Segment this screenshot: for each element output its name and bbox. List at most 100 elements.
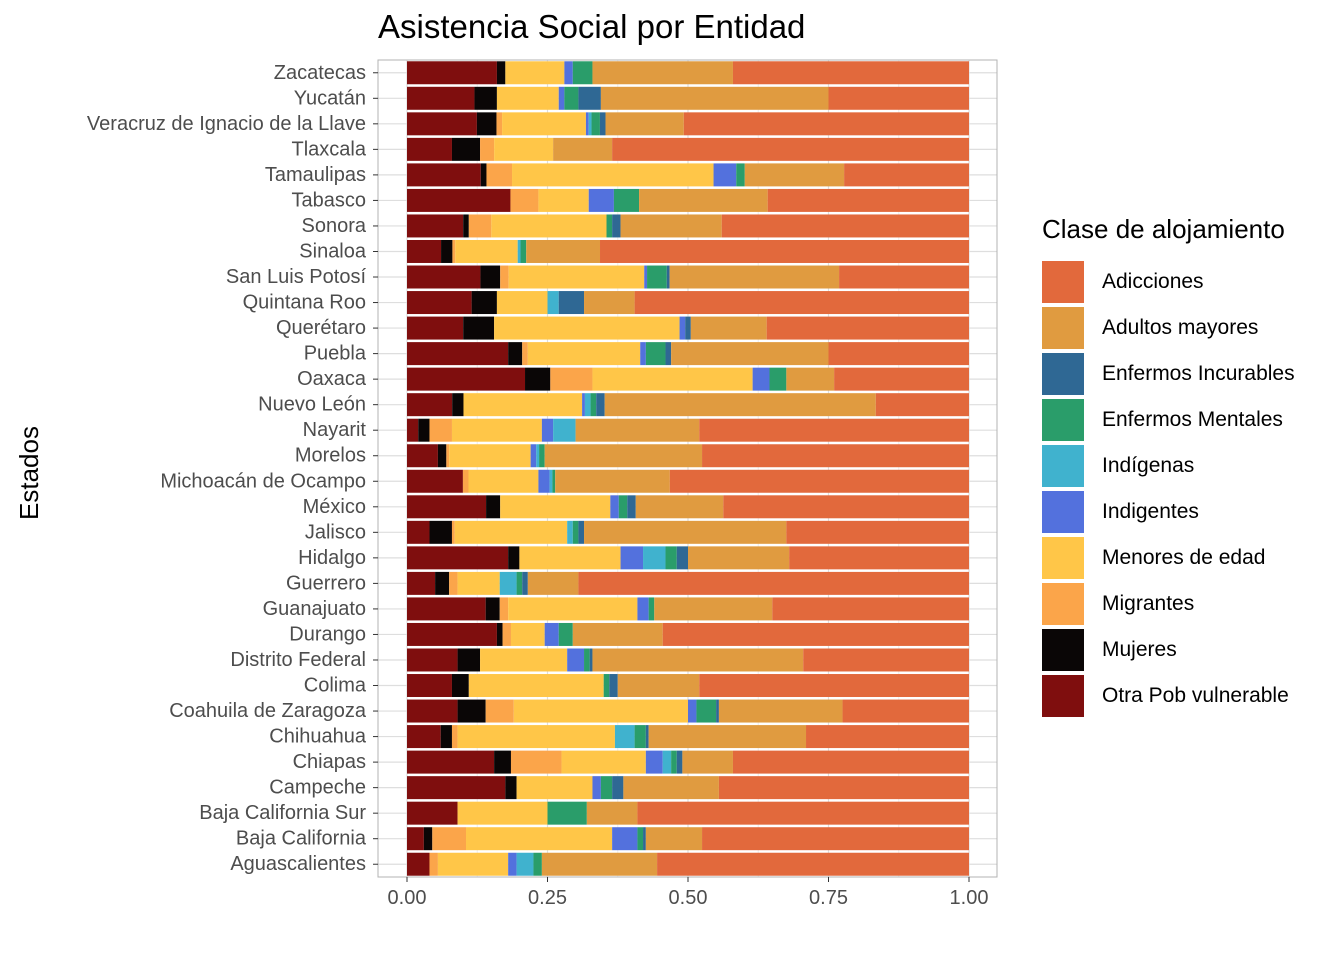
bar-segment <box>544 622 559 646</box>
bar-segment <box>567 520 573 544</box>
bar-segment <box>688 699 697 723</box>
bar-segment <box>505 776 517 800</box>
bar-segment <box>647 265 667 289</box>
bar-segment <box>407 393 453 417</box>
bar-segment <box>723 495 969 519</box>
bar-segment <box>502 622 511 646</box>
bar-segment <box>766 316 969 340</box>
bar-segment <box>671 342 829 366</box>
legend-item: Indigentes <box>1042 489 1295 535</box>
bar-segment <box>407 546 509 570</box>
bar-segment <box>539 444 545 468</box>
bar-segment <box>463 316 495 340</box>
bar-segment <box>538 188 589 212</box>
bar-segment <box>474 86 497 110</box>
bar-segment <box>407 725 441 749</box>
y-tick-label: Sonora <box>302 215 367 237</box>
bar-segment <box>572 61 593 85</box>
bar-segment <box>516 571 523 595</box>
bar-segment <box>476 112 497 136</box>
bar-segment <box>732 750 969 774</box>
bar-segment <box>494 316 680 340</box>
bar-segment <box>437 444 447 468</box>
bar-segment <box>564 61 573 85</box>
bar-segment <box>407 291 472 315</box>
y-tick-label: Veracruz de Ignacio de la Llave <box>87 113 366 135</box>
y-tick-label: Tabasco <box>292 189 367 211</box>
bar-segment <box>407 265 481 289</box>
bar-segment <box>612 776 624 800</box>
bar-segment <box>407 571 436 595</box>
bar-segment <box>648 725 807 749</box>
bar-segment <box>525 367 551 391</box>
bar-segment <box>644 265 648 289</box>
legend-swatch <box>1042 307 1084 349</box>
bar-segment <box>637 827 644 851</box>
bar-segment <box>669 469 969 493</box>
legend-swatch <box>1042 399 1084 441</box>
bar-segment <box>508 342 523 366</box>
bar-segment <box>786 367 835 391</box>
bar-segment <box>839 265 969 289</box>
bar-segment <box>533 852 542 876</box>
bar-segment <box>578 571 969 595</box>
bar-segment <box>588 112 592 136</box>
bar-segment <box>592 776 601 800</box>
legend-label: Mujeres <box>1102 638 1177 661</box>
bar-segment <box>550 367 593 391</box>
bar-segment <box>496 86 559 110</box>
bar-segment <box>772 597 969 621</box>
legend-items: Adicciones Adultos mayores Enfermos Incura… <box>1042 259 1295 719</box>
x-tick-label: 0.75 <box>809 887 848 909</box>
y-tick-label: Campeche <box>269 777 366 799</box>
legend-swatch <box>1042 261 1084 303</box>
bar-segment <box>685 316 691 340</box>
bar-segment <box>454 520 568 544</box>
y-tick-label: Baja California Sur <box>199 802 366 824</box>
y-tick-labels: Zacatecas Yucatán Veracruz de Ignacio de l… <box>87 62 378 875</box>
legend-label: Migrantes <box>1102 592 1195 615</box>
bar-segment <box>803 648 969 672</box>
bar-segment <box>407 750 495 774</box>
bar-segment <box>620 214 722 238</box>
bars-group <box>407 61 969 876</box>
bar-segment <box>567 648 585 672</box>
bar-segment <box>407 699 458 723</box>
legend-swatch <box>1042 491 1084 533</box>
bar-segment <box>842 699 969 723</box>
bar-segment <box>510 750 562 774</box>
bar-segment <box>561 750 646 774</box>
bar-segment <box>671 750 677 774</box>
legend-label: Indígenas <box>1102 454 1195 477</box>
bar-segment <box>592 367 753 391</box>
bar-segment <box>449 444 531 468</box>
y-tick-label: Tlaxcala <box>292 138 367 160</box>
y-tick-label: Aguascalientes <box>230 853 366 875</box>
bar-segment <box>536 444 540 468</box>
bar-segment <box>606 214 613 238</box>
bar-segment <box>637 597 649 621</box>
bar-segment <box>585 112 589 136</box>
legend-label: Otra Pob vulnerable <box>1102 684 1289 707</box>
bar-segment <box>553 137 613 161</box>
y-tick-label: Chihuahua <box>269 726 367 748</box>
bar-segment <box>496 622 503 646</box>
bar-segment <box>491 214 607 238</box>
bar-segment <box>600 776 613 800</box>
bar-segment <box>612 214 621 238</box>
bar-segment <box>407 137 452 161</box>
bar-segment <box>578 520 585 544</box>
bar-segment <box>462 469 469 493</box>
bar-segment <box>682 750 733 774</box>
bar-segment <box>645 725 649 749</box>
bar-segment <box>806 725 969 749</box>
x-tick-label: 0.25 <box>528 887 567 909</box>
legend-item: Mujeres <box>1042 627 1295 673</box>
y-tick-label: Coahuila de Zaragoza <box>169 700 367 722</box>
bar-segment <box>407 827 424 851</box>
bar-segment <box>407 163 481 187</box>
bar-segment <box>662 622 969 646</box>
y-tick-label: Guanajuato <box>263 598 366 620</box>
legend-label: Enfermos Mentales <box>1102 408 1283 431</box>
y-tick-label: Nuevo León <box>258 394 366 416</box>
